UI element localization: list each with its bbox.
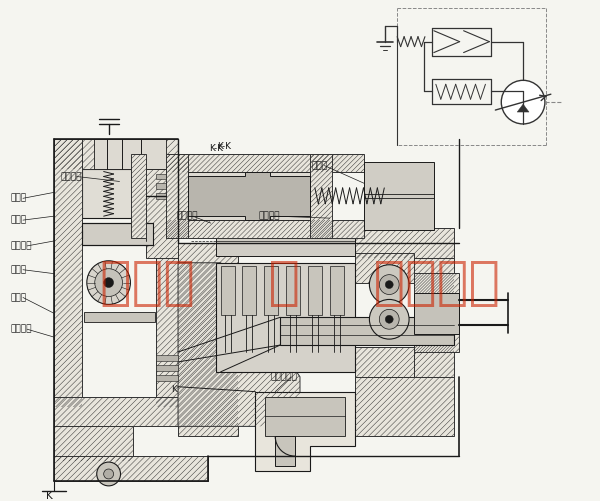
Polygon shape xyxy=(178,243,238,436)
Bar xyxy=(216,230,355,256)
Bar xyxy=(216,263,355,372)
Polygon shape xyxy=(166,220,364,238)
Bar xyxy=(156,355,178,361)
Polygon shape xyxy=(54,139,178,168)
Text: 调节杆: 调节杆 xyxy=(312,161,328,170)
Polygon shape xyxy=(54,456,208,481)
Polygon shape xyxy=(54,139,82,406)
Text: 伽利略    一    欧洲品质: 伽利略 一 欧洲品质 xyxy=(100,257,500,309)
Polygon shape xyxy=(146,139,178,258)
Polygon shape xyxy=(54,397,178,426)
Circle shape xyxy=(501,80,545,124)
Polygon shape xyxy=(166,154,188,238)
Polygon shape xyxy=(156,258,178,406)
Text: 变量壳体: 变量壳体 xyxy=(10,325,32,334)
Circle shape xyxy=(370,265,409,305)
Bar xyxy=(308,266,322,315)
Polygon shape xyxy=(178,243,238,436)
Text: 进口或出口: 进口或出口 xyxy=(270,372,297,381)
Circle shape xyxy=(97,462,121,486)
Bar xyxy=(84,312,155,322)
Bar xyxy=(265,266,278,315)
Polygon shape xyxy=(414,258,454,377)
Polygon shape xyxy=(54,139,178,168)
Polygon shape xyxy=(146,139,178,258)
Text: 恒压阀芯: 恒压阀芯 xyxy=(176,211,197,220)
Polygon shape xyxy=(414,258,454,377)
Circle shape xyxy=(370,300,409,339)
Text: 上法兰: 上法兰 xyxy=(10,194,26,203)
Text: K-K: K-K xyxy=(217,142,230,151)
Text: 变量活塞: 变量活塞 xyxy=(10,241,32,250)
Polygon shape xyxy=(166,154,364,171)
Text: 销　轴: 销 轴 xyxy=(10,293,26,302)
Polygon shape xyxy=(355,377,454,436)
Polygon shape xyxy=(355,253,414,283)
Bar xyxy=(156,193,178,199)
Circle shape xyxy=(379,309,399,329)
Polygon shape xyxy=(178,263,300,426)
Circle shape xyxy=(87,261,130,305)
Bar xyxy=(414,293,458,334)
Text: K: K xyxy=(171,385,177,394)
Polygon shape xyxy=(54,426,133,461)
Polygon shape xyxy=(355,347,414,377)
Polygon shape xyxy=(414,273,458,352)
Polygon shape xyxy=(54,139,82,406)
Text: 刻度盘: 刻度盘 xyxy=(10,265,26,274)
Circle shape xyxy=(385,281,393,289)
Bar xyxy=(286,266,300,315)
Text: 调节弹簧: 调节弹簧 xyxy=(259,211,280,220)
Polygon shape xyxy=(517,104,529,112)
Bar xyxy=(156,365,178,371)
Polygon shape xyxy=(166,220,364,238)
Polygon shape xyxy=(355,347,414,377)
Polygon shape xyxy=(131,154,146,238)
Polygon shape xyxy=(82,139,178,168)
Bar xyxy=(330,266,344,315)
Polygon shape xyxy=(82,139,178,168)
Polygon shape xyxy=(310,154,332,238)
Text: 弹　簧: 弹 簧 xyxy=(10,215,26,224)
Bar xyxy=(82,168,146,218)
Circle shape xyxy=(379,275,399,295)
Bar xyxy=(221,266,235,315)
Polygon shape xyxy=(355,228,454,258)
Polygon shape xyxy=(54,456,208,481)
Polygon shape xyxy=(166,154,188,238)
Polygon shape xyxy=(166,154,364,171)
Polygon shape xyxy=(414,273,458,352)
Polygon shape xyxy=(131,154,146,238)
Polygon shape xyxy=(54,426,133,461)
Bar xyxy=(94,139,166,168)
Bar xyxy=(280,317,454,345)
Bar xyxy=(242,266,256,315)
Polygon shape xyxy=(156,258,178,406)
Bar xyxy=(82,223,153,245)
Polygon shape xyxy=(188,171,310,220)
Text: K-K: K-K xyxy=(209,144,223,153)
Polygon shape xyxy=(355,228,454,258)
Polygon shape xyxy=(178,263,300,426)
Bar xyxy=(188,171,310,220)
Polygon shape xyxy=(355,253,414,283)
Bar xyxy=(265,397,344,436)
Circle shape xyxy=(385,315,393,323)
Polygon shape xyxy=(54,397,178,426)
Text: K: K xyxy=(46,491,53,501)
Polygon shape xyxy=(355,377,454,436)
Bar xyxy=(156,173,178,179)
Polygon shape xyxy=(256,392,355,471)
Circle shape xyxy=(104,469,113,479)
Bar xyxy=(156,375,178,381)
Circle shape xyxy=(104,278,113,288)
Text: 恒压阀体: 恒压阀体 xyxy=(60,172,82,181)
Polygon shape xyxy=(310,154,332,238)
Circle shape xyxy=(95,269,122,297)
Polygon shape xyxy=(275,436,295,466)
Bar xyxy=(156,183,178,189)
Bar xyxy=(364,162,434,230)
